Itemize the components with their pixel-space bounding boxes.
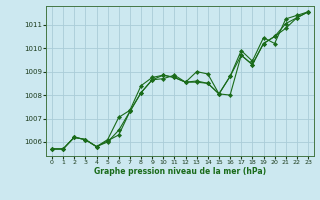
X-axis label: Graphe pression niveau de la mer (hPa): Graphe pression niveau de la mer (hPa) <box>94 167 266 176</box>
